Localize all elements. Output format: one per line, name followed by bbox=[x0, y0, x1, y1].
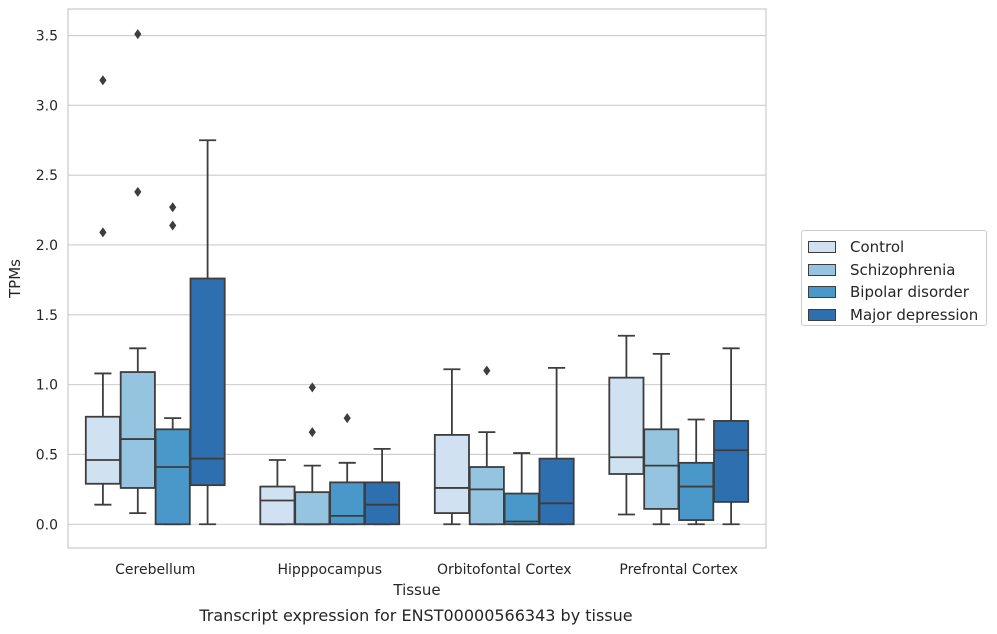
box-bipolar-disorder bbox=[503, 452, 540, 526]
legend-label: Control bbox=[850, 238, 905, 257]
box-major-depression bbox=[364, 447, 401, 526]
legend: Control Schizophrenia Bipolar disorder Majo… bbox=[801, 230, 987, 326]
y-tick-label: 3.0 bbox=[36, 98, 58, 114]
y-tick-label: 1.0 bbox=[36, 378, 58, 394]
box-iqr bbox=[294, 491, 331, 526]
box-schizophrenia bbox=[468, 365, 505, 526]
legend-item: Bipolar disorder bbox=[808, 281, 980, 304]
box-control bbox=[433, 368, 470, 526]
y-axis-label: TPMs bbox=[6, 259, 24, 299]
box-major-depression bbox=[538, 366, 575, 526]
outlier-point bbox=[134, 29, 142, 40]
box-bipolar-disorder bbox=[154, 202, 191, 526]
box-schizophrenia bbox=[643, 353, 680, 526]
outlier-point bbox=[308, 382, 316, 393]
box-iqr bbox=[364, 481, 401, 526]
y-tick-label: 2.0 bbox=[36, 238, 58, 254]
legend-item: Control bbox=[808, 236, 980, 259]
y-tick-label: 1.5 bbox=[36, 308, 58, 324]
y-tick-label: 0.0 bbox=[36, 517, 58, 533]
x-tick-label: Hipppocampus bbox=[277, 562, 382, 578]
box-iqr bbox=[84, 415, 121, 485]
box-series bbox=[84, 29, 750, 526]
legend-item: Schizophrenia bbox=[808, 259, 980, 282]
outlier-point bbox=[169, 220, 177, 231]
outlier-point bbox=[483, 365, 491, 376]
x-tick-label: Orbitofontal Cortex bbox=[437, 562, 572, 578]
outlier-point bbox=[343, 413, 351, 424]
box-control bbox=[608, 334, 645, 516]
y-tick-label: 0.5 bbox=[36, 447, 58, 463]
box-iqr bbox=[608, 376, 645, 475]
y-tick-label: 3.5 bbox=[36, 29, 58, 45]
box-iqr bbox=[119, 371, 156, 489]
outlier-point bbox=[134, 186, 142, 197]
box-major-depression bbox=[189, 139, 226, 526]
box-schizophrenia bbox=[119, 29, 156, 514]
box-iqr bbox=[329, 481, 366, 526]
x-axis-ticks: Cerebellum Hipppocampus Orbitofontal Corte… bbox=[115, 562, 738, 578]
legend-swatch bbox=[808, 308, 836, 321]
legend-swatch bbox=[808, 263, 836, 276]
legend-label: Major depression bbox=[850, 305, 979, 324]
legend-swatch bbox=[808, 241, 836, 254]
legend-label: Bipolar disorder bbox=[850, 283, 969, 302]
box-control bbox=[259, 459, 296, 526]
x-axis-label: Tissue bbox=[392, 581, 440, 599]
outlier-point bbox=[99, 75, 107, 86]
outlier-point bbox=[99, 227, 107, 238]
outlier-point bbox=[169, 202, 177, 213]
outlier-point bbox=[308, 427, 316, 438]
box-iqr bbox=[154, 428, 191, 526]
y-axis-ticks: 0.0 0.5 1.0 1.5 2.0 2.5 3.0 3.5 bbox=[36, 29, 58, 534]
box-iqr bbox=[643, 428, 680, 510]
box-iqr bbox=[538, 457, 575, 526]
box-iqr bbox=[189, 277, 226, 487]
box-iqr bbox=[259, 485, 296, 526]
legend-item: Major depression bbox=[808, 304, 980, 327]
x-tick-label: Prefrontal Cortex bbox=[619, 562, 738, 578]
chart-caption: Transcript expression for ENST0000056634… bbox=[199, 606, 633, 625]
box-schizophrenia bbox=[294, 382, 331, 526]
box-control bbox=[84, 75, 121, 506]
box-iqr bbox=[678, 461, 715, 521]
box-major-depression bbox=[713, 347, 750, 526]
plot-frame bbox=[67, 8, 767, 549]
box-iqr bbox=[433, 433, 470, 514]
box-bipolar-disorder bbox=[329, 413, 366, 526]
box-iqr bbox=[468, 466, 505, 526]
box-bipolar-disorder bbox=[678, 418, 715, 526]
legend-swatch bbox=[808, 286, 836, 299]
y-tick-label: 2.5 bbox=[36, 168, 58, 184]
legend-label: Schizophrenia bbox=[850, 260, 956, 279]
box-iqr bbox=[503, 492, 540, 526]
box-iqr bbox=[713, 420, 750, 503]
x-tick-label: Cerebellum bbox=[115, 562, 195, 578]
